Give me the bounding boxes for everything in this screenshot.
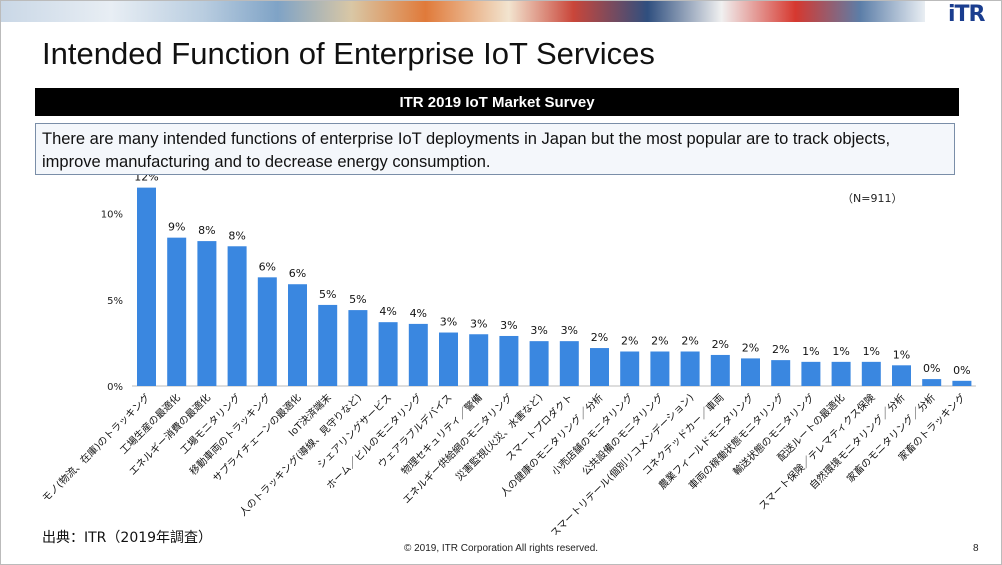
bar [952, 380, 972, 386]
bar [257, 277, 277, 386]
survey-header-bar: ITR 2019 IoT Market Survey [35, 88, 959, 116]
data-label: 2% [591, 331, 608, 344]
bar [710, 354, 730, 386]
data-label: 0% [953, 364, 970, 377]
page-number: 8 [973, 543, 979, 554]
bar [922, 379, 942, 386]
data-label: 4% [379, 305, 396, 318]
bar [650, 351, 670, 386]
bar [559, 341, 579, 386]
y-axis-labels: 0% 5% 10% [101, 210, 123, 394]
bar [771, 360, 791, 386]
sample-size-annotation: （N=911） [842, 192, 902, 205]
bar [378, 322, 398, 386]
bar [167, 237, 187, 386]
data-label: 5% [349, 293, 366, 306]
category-labels-group: モノ(物流、在庫)のトラッキング工場生産の最適化エネルギー消費の最適化工場モニタ… [39, 391, 968, 535]
bar [348, 310, 368, 386]
y-tick-label: 0% [107, 382, 123, 393]
data-label: 6% [259, 260, 276, 273]
bar [288, 284, 307, 386]
bar [408, 323, 428, 386]
bar [137, 187, 156, 386]
data-label: 3% [440, 316, 457, 329]
data-label: 2% [712, 338, 729, 351]
data-label: 4% [410, 307, 427, 320]
bar [469, 334, 489, 386]
bar [499, 335, 519, 386]
bar [801, 361, 821, 386]
data-label: 2% [681, 335, 698, 348]
data-label: 3% [470, 317, 487, 330]
bar [590, 348, 609, 386]
data-label: 8% [228, 229, 245, 242]
bar [227, 246, 247, 386]
data-label: 2% [772, 343, 789, 356]
data-label: 1% [863, 345, 880, 358]
y-tick-label: 10% [101, 210, 123, 221]
bars-group [137, 187, 972, 386]
data-label: 1% [802, 345, 819, 358]
bar [892, 365, 911, 386]
bar [831, 361, 851, 386]
data-label: 5% [319, 288, 336, 301]
source-note: 出典：ITR（2019年調査） [42, 530, 213, 546]
bar [318, 304, 338, 386]
bar [197, 241, 217, 386]
data-label: 12% [134, 175, 158, 184]
description-text: There are many intended functions of ent… [42, 130, 891, 171]
data-label: 3% [561, 324, 578, 337]
data-label: 1% [893, 348, 910, 361]
data-label: 2% [742, 341, 759, 354]
data-label: 8% [198, 224, 215, 237]
data-label: 3% [500, 319, 517, 332]
bar [620, 351, 640, 386]
itr-logo: iTR [948, 2, 985, 27]
slide-title: Intended Function of Enterprise IoT Serv… [42, 36, 655, 71]
category-label: モノ(物流、在庫)のトラッキング [39, 391, 153, 505]
copyright-text: © 2019, ITR Corporation All rights reser… [403, 543, 599, 554]
bar [439, 332, 458, 386]
data-label: 9% [168, 221, 185, 234]
data-labels-group: 12% 9% 8% 8% 6% 6% 5% 5% 4% 4% 3% 3% 3% 3% 3% 2% 2% 2% 2% 2… [134, 175, 970, 377]
data-label: 6% [289, 267, 306, 280]
data-label: 3% [530, 324, 547, 337]
y-tick-label: 5% [107, 296, 123, 307]
bar [529, 341, 549, 386]
category-label: エネルギー供給網のモニタリング [400, 391, 515, 506]
data-label: 2% [621, 335, 638, 348]
bar [861, 361, 881, 386]
survey-header-text: ITR 2019 IoT Market Survey [399, 93, 595, 111]
bar [680, 351, 700, 386]
bar [741, 358, 760, 386]
description-box: There are many intended functions of ent… [35, 123, 955, 175]
bar-chart: 0% 5% 10% 12% 9% 8% 8% 6% 6% 5% 5% 4% 4% 3% 3% 3% 3% 3% 2… [39, 175, 976, 535]
header-decorative-banner [0, 0, 925, 22]
data-label: 2% [651, 335, 668, 348]
data-label: 1% [832, 345, 849, 358]
data-label: 0% [923, 362, 940, 375]
